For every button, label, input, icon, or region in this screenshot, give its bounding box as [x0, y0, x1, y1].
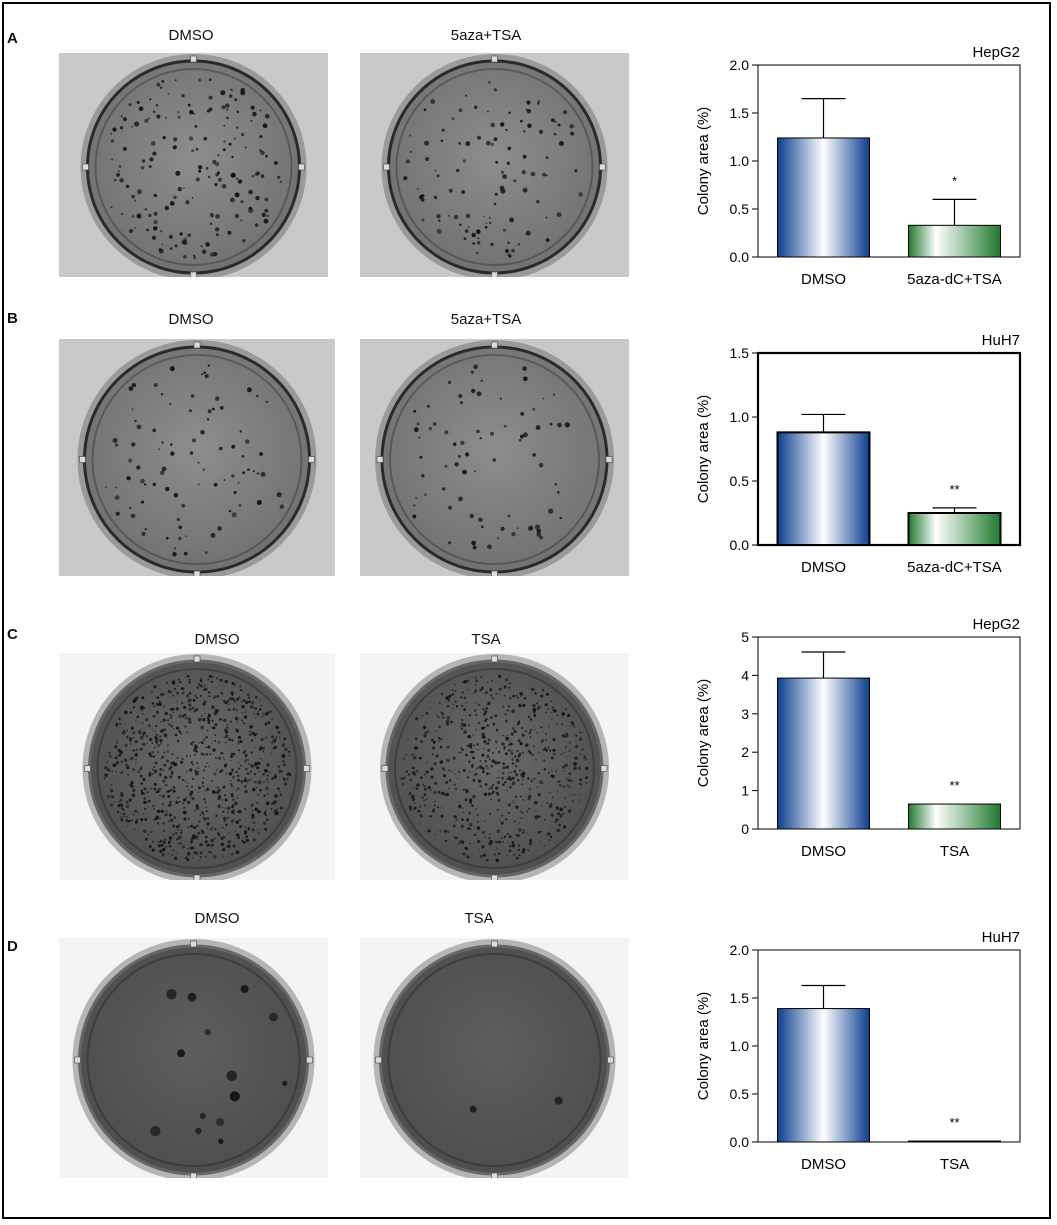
plate-label-right: 5aza+TSA: [450, 27, 522, 44]
plate-photo-left: [59, 53, 328, 277]
bar: [907, 512, 1002, 546]
y-tick-label: 0.0: [730, 1134, 750, 1150]
chart-title: HuH7: [982, 332, 1020, 349]
y-tick-label: 5: [741, 629, 749, 645]
y-tick-label: 1.5: [730, 105, 750, 121]
bar-chart: HepG2 Colony area (%) 0 1 2 3 4 5 DMSO ** TSA: [695, 616, 1021, 860]
x-tick-label: DMSO: [801, 1156, 846, 1173]
plate-label-right: TSA: [471, 631, 501, 648]
bar: [777, 677, 870, 830]
bar: [776, 431, 871, 546]
y-axis-label: Colony area (%): [695, 679, 712, 787]
plate-label-right: 5aza+TSA: [450, 311, 522, 328]
plate-photo-right: [360, 53, 629, 277]
plot-frame: [757, 636, 1021, 830]
y-tick-label: 0.5: [730, 473, 750, 489]
x-tick-label: TSA: [940, 1156, 969, 1173]
y-tick-label: 0.0: [730, 537, 750, 553]
y-tick-label: 0.5: [730, 201, 750, 217]
plate-photo-left: [59, 339, 335, 576]
panel-letter: A: [7, 30, 18, 47]
plate-label-left: DMSO: [168, 311, 214, 328]
y-tick-label: 2.0: [730, 57, 750, 73]
y-tick-label: 1.0: [730, 409, 750, 425]
plate-photo-left: [59, 653, 335, 880]
panel-letter: C: [7, 626, 18, 643]
bar-chart: HepG2 Colony area (%) 0.0 0.5 1.0 1.5 2.0 DMSO *…: [695, 44, 1021, 288]
plate-image: [59, 653, 335, 880]
y-tick-label: 1.5: [730, 990, 750, 1006]
plate-label-left: DMSO: [194, 910, 240, 927]
y-tick-label: 0.5: [730, 1086, 750, 1102]
chart-title: HuH7: [982, 929, 1020, 946]
significance-marker: **: [949, 1115, 959, 1130]
y-axis-label: Colony area (%): [695, 107, 712, 215]
plate-image: [360, 53, 629, 277]
y-tick-label: 0: [741, 821, 749, 837]
significance-marker: **: [949, 778, 959, 793]
x-tick-label: 5aza-dC+TSA: [907, 559, 1002, 576]
plate-image: [360, 938, 629, 1178]
y-tick-label: 2.0: [730, 942, 750, 958]
bar: [777, 137, 870, 258]
y-tick-label: 1: [741, 783, 749, 799]
x-tick-label: TSA: [940, 843, 969, 860]
plate-label-right: TSA: [464, 910, 494, 927]
plate-photo-right: [360, 339, 629, 576]
significance-marker: **: [949, 482, 959, 497]
plot-frame: [756, 351, 1022, 547]
significance-marker: *: [952, 173, 957, 188]
plate-photo-left: [59, 938, 328, 1178]
chart-title: HepG2: [972, 616, 1020, 633]
y-axis-label: Colony area (%): [695, 992, 712, 1100]
chart-title: HepG2: [972, 44, 1020, 61]
bar: [908, 803, 1001, 830]
bar: [908, 1140, 1001, 1143]
plate-image: [59, 53, 328, 277]
plate-label-left: DMSO: [168, 27, 214, 44]
bar-chart: HuH7 Colony area (%) 0.0 0.5 1.0 1.5 2.0 DMSO **…: [695, 929, 1021, 1173]
plate-image: [360, 339, 629, 576]
panel-letter: D: [7, 938, 18, 955]
plate-image: [360, 653, 629, 880]
y-axis-label: Colony area (%): [695, 395, 712, 503]
plate-photo-right: [360, 938, 629, 1178]
y-tick-label: 1.0: [730, 1038, 750, 1054]
y-tick-label: 3: [741, 706, 749, 722]
y-tick-label: 1.0: [730, 153, 750, 169]
x-tick-label: DMSO: [801, 843, 846, 860]
y-tick-label: 1.5: [730, 345, 750, 361]
y-tick-label: 2: [741, 744, 749, 760]
plate-image: [59, 938, 328, 1178]
plate-label-left: DMSO: [194, 631, 240, 648]
bar: [908, 224, 1001, 258]
x-tick-label: DMSO: [801, 559, 846, 576]
x-tick-label: 5aza-dC+TSA: [907, 271, 1002, 288]
y-tick-label: 4: [741, 667, 749, 683]
y-tick-label: 0.0: [730, 249, 750, 265]
bar-chart: HuH7 Colony area (%) 0.0 0.5 1.0 1.5 DMSO ** 5az…: [695, 332, 1022, 576]
plate-image: [59, 339, 335, 576]
panel-letter: B: [7, 310, 18, 327]
x-tick-label: DMSO: [801, 271, 846, 288]
plate-photo-right: [360, 653, 629, 880]
bar: [777, 1008, 870, 1143]
